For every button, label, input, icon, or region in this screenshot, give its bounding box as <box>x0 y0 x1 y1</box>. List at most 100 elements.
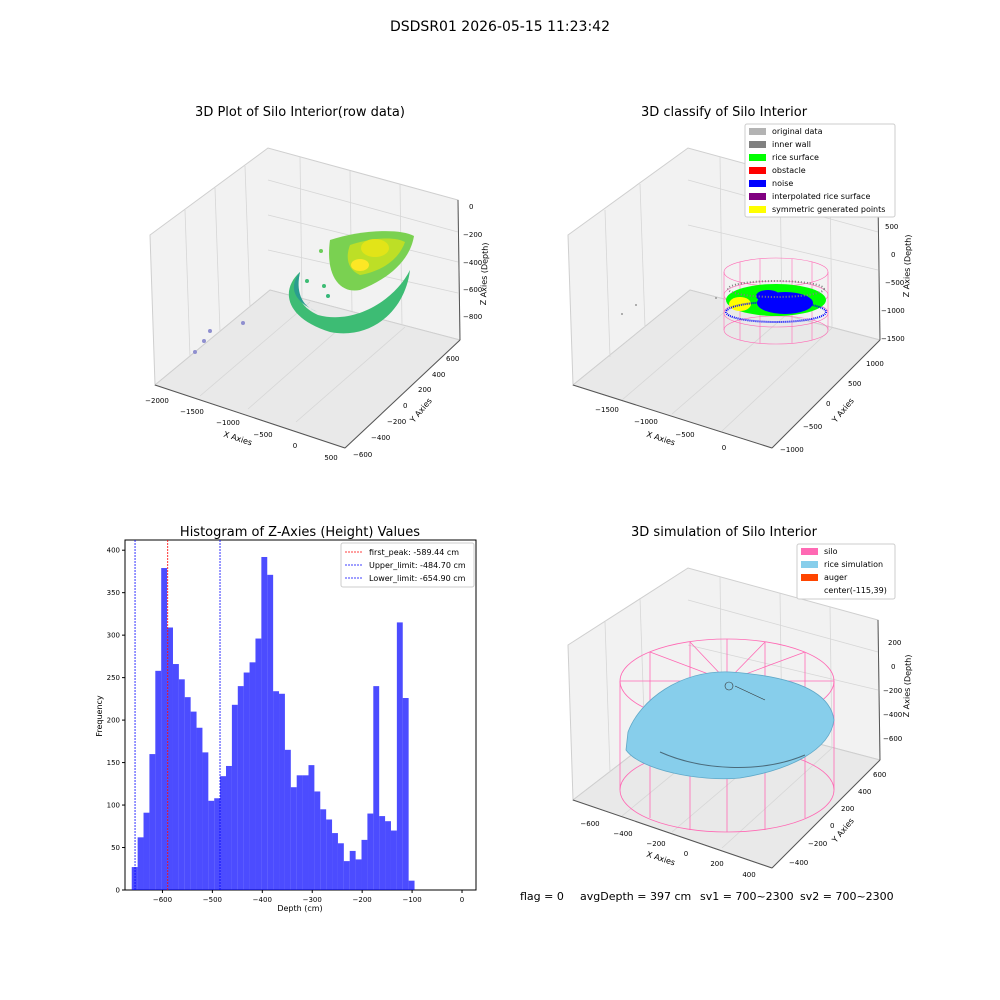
plot2-zlabel: Z Axies (Depth) <box>902 234 913 297</box>
plot1-z-tick: 0 <box>469 203 473 211</box>
plot4-z-tick: −600 <box>883 735 902 743</box>
hist-bar <box>161 568 168 890</box>
hist-bar <box>279 693 285 890</box>
plot1-z-tick: −800 <box>463 313 482 321</box>
hist-bar <box>296 775 303 890</box>
hist-ylabel: Frequency <box>95 695 104 737</box>
hist-y-tick: 300 <box>107 632 120 640</box>
hist-bar <box>155 670 162 890</box>
plot2-x-axis <box>572 384 773 449</box>
plot2-z-tick: −1000 <box>881 307 905 315</box>
plot2-z-axis <box>877 199 881 341</box>
plot2-z-ticks: 500 0 −500 −1000 −1500 <box>881 223 905 343</box>
plot2-legend-item: original data <box>749 127 823 136</box>
hist-y-ticks: 0 50 100 150 200 250 300 350 400 <box>107 547 125 895</box>
hist-bar <box>184 697 191 890</box>
plot1-ylabel: Y Axies <box>408 396 434 425</box>
hist-bar <box>373 686 380 890</box>
plot1-x-axis <box>154 384 346 449</box>
plot2-x-tick: −1000 <box>634 418 658 426</box>
plot4-xlabel: X Axies <box>645 850 676 868</box>
legend-label: Upper_limit: -484.70 cm <box>369 561 466 570</box>
plot4-title: 3D simulation of Silo Interior <box>631 525 818 540</box>
plot4-x-axis <box>572 799 773 869</box>
legend-swatch <box>749 154 766 161</box>
hist-bar <box>172 664 179 890</box>
plot4-z-tick: −400 <box>883 711 902 719</box>
plot4-y-axis <box>771 759 881 869</box>
hist-bar <box>178 679 185 890</box>
plot4-z-tick: 0 <box>891 663 895 671</box>
plot2-legend-item: symmetric generated points <box>749 205 885 214</box>
plot4-z-tick: 200 <box>888 639 901 647</box>
plot1-zlabel: Z Axies (Depth) <box>479 242 490 305</box>
hist-bar <box>220 776 227 890</box>
sv1-text: sv1 = 700~2300 <box>700 890 794 903</box>
legend-label: rice surface <box>772 153 819 162</box>
plot2-z-tick: −1500 <box>881 335 905 343</box>
legend-label: original data <box>772 127 823 136</box>
plot1-y-tick: 400 <box>432 371 445 379</box>
plot4-z-ticks: 200 0 −200 −400 −600 <box>883 639 902 743</box>
hist-xlabel: Depth (cm) <box>277 904 322 913</box>
hist-y-tick: 350 <box>107 589 120 597</box>
plot2-legend: original data inner wall rice surface ob… <box>744 123 896 218</box>
hist-bar <box>349 850 356 890</box>
hist-x-ticks: −600 −500 −400 −300 −200 −100 0 <box>153 890 464 904</box>
plot1-x-ticks: −2000 −1500 −1000 −500 0 500 <box>145 397 338 462</box>
plot2-ylabel: Y Axies <box>830 396 856 425</box>
legend-swatch <box>801 561 818 568</box>
plot1-x-tick: 500 <box>324 454 337 462</box>
hist-bar <box>408 880 415 890</box>
legend-swatch <box>749 193 766 200</box>
hist-bar <box>290 787 297 890</box>
plot2-classified-points <box>621 280 827 323</box>
plot4-y-tick: 0 <box>830 822 834 830</box>
plot4-y-ticks: −400 −200 0 200 400 600 <box>789 771 886 867</box>
legend-label: noise <box>772 179 793 188</box>
legend-swatch <box>749 206 766 213</box>
plot2-legend-item: inner wall <box>749 140 811 149</box>
avg-depth-text: avgDepth = 397 cm <box>580 890 691 903</box>
hist-bar <box>355 859 362 890</box>
plot2-z-tick: 0 <box>891 251 895 259</box>
plot4-legend-item: center(-115,39) <box>824 586 887 595</box>
hist-bar <box>320 809 327 890</box>
hist-title: Histogram of Z-Axies (Height) Values <box>180 525 420 540</box>
plot-simulation: 3D simulation of Silo Interior <box>567 525 913 879</box>
legend-label: silo <box>824 547 838 556</box>
plot4-legend-frame <box>796 543 896 600</box>
hist-bar <box>267 574 274 890</box>
hist-x-tick: −200 <box>353 896 372 904</box>
plot4-y-tick: 200 <box>841 805 854 813</box>
plot2-x-tick: −500 <box>675 431 694 439</box>
hist-bar <box>379 816 386 890</box>
plot2-y-tick: 500 <box>848 380 861 388</box>
figure-suptitle: DSDSR01 2026-05-15 11:23:42 <box>390 19 610 35</box>
plot4-x-ticks: −600 −400 −200 0 200 400 <box>580 820 755 879</box>
plot4-legend-item: silo <box>801 547 838 556</box>
hist-bar <box>226 765 232 890</box>
plot1-x-tick: −500 <box>253 431 272 439</box>
plot1-x-tick: −1500 <box>180 408 204 416</box>
plot2-title: 3D classify of Silo Interior <box>641 105 808 120</box>
plot2-legend-item: noise <box>749 179 793 188</box>
hist-legend: first_peak: -589.44 cm Upper_limit: -484… <box>340 542 475 588</box>
hist-y-tick: 100 <box>107 802 120 810</box>
status-footer: flag = 0 avgDepth = 397 cm sv1 = 700~230… <box>520 890 894 903</box>
plot1-z-ticks: 0 −200 −400 −600 −800 <box>463 203 482 321</box>
flag-text: flag = 0 <box>520 890 564 903</box>
hist-bar <box>249 662 256 890</box>
hist-bar <box>231 704 238 890</box>
plot2-y-axis <box>771 339 881 449</box>
plot2-y-ticks: −1000 −500 0 500 1000 <box>780 360 884 454</box>
plot-raw-data: 3D Plot of Silo Interior(row data) <box>145 105 490 462</box>
hist-x-tick: −600 <box>153 896 172 904</box>
plot4-rice-surface <box>625 671 835 780</box>
hist-bar <box>243 672 250 890</box>
plot2-legend-frame <box>744 123 896 218</box>
hist-bar <box>396 622 403 890</box>
hist-y-tick: 50 <box>111 844 120 852</box>
hist-bar <box>137 837 144 890</box>
